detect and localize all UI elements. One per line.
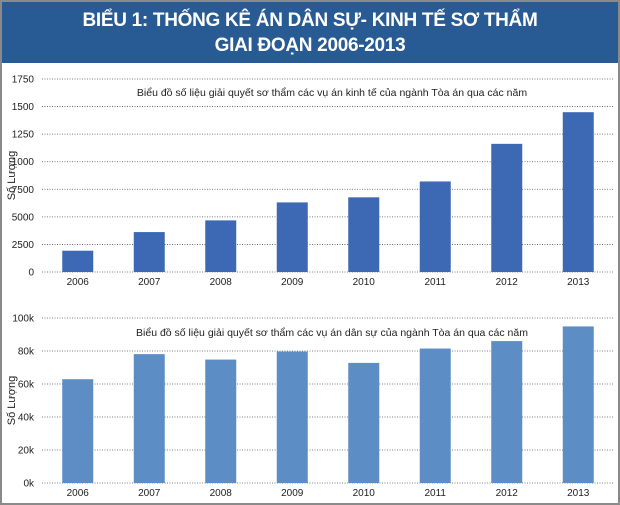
chart1-x-tick-label: 2007 [138, 277, 161, 288]
chart2-bar-2012 [491, 341, 523, 483]
chart1-subtitle: Biểu đồ số liệu giải quyết sơ thẩm các v… [137, 87, 527, 99]
title-line-1: BIỂU 1: THỐNG KÊ ÁN DÂN SỰ- KINH TẾ SƠ T… [82, 10, 538, 31]
chart2-x-tick-label: 2006 [67, 488, 90, 499]
chart2-bar-2006 [62, 379, 94, 483]
chart2-bar-2007 [133, 354, 165, 483]
chart2-bar-2009 [276, 351, 308, 483]
chart2-y-tick-label: 40k [18, 413, 35, 424]
chart2-y-tick-label: 0k [23, 479, 35, 490]
chart1-bar-2006 [62, 250, 94, 272]
chart1-x-tick-label: 2010 [353, 277, 376, 288]
chart1-y-tick-label: 0 [28, 268, 34, 279]
chart1-bar-2011 [419, 181, 451, 272]
chart1-x-tick-label: 2012 [496, 277, 519, 288]
chart2-y-tick-label: 100k [12, 314, 35, 325]
chart1-y-tick-label: 2500 [12, 240, 35, 251]
chart1-x-tick-label: 2013 [567, 277, 590, 288]
chart2-x-tick-label: 2010 [353, 488, 376, 499]
chart1-y-tick-label: 1000 [12, 157, 35, 168]
chart2-y-tick-label: 20k [18, 446, 35, 457]
chart1-x-tick-label: 2008 [210, 277, 233, 288]
chart2-x-tick-label: 2007 [138, 488, 161, 499]
chart1-bar-2009 [276, 202, 308, 272]
chart1-x-tick-label: 2006 [67, 277, 90, 288]
chart2-x-tick-label: 2012 [496, 488, 519, 499]
chart1-bar-2008 [205, 220, 237, 272]
chart2-bar-2008 [205, 359, 237, 483]
chart2-bar-2013 [562, 326, 594, 483]
chart2-subtitle: Biểu đồ số liệu giải quyết sơ thẩm các v… [136, 327, 528, 339]
chart1-y-axis-label: Số Lượng [6, 151, 18, 200]
chart1-bar-2013 [562, 112, 594, 272]
chart2-bar-2010 [348, 362, 380, 483]
chart1-y-tick-label: 1500 [12, 102, 35, 113]
chart1-y-tick-label: 1250 [12, 130, 35, 141]
chart2-y-axis-label: Số Lượng [6, 376, 18, 425]
chart2-x-tick-label: 2013 [567, 488, 590, 499]
chart1-bar-2012 [491, 143, 523, 272]
chart1-y-tick-label: 7500 [12, 185, 35, 196]
chart2-y-tick-label: 80k [18, 347, 35, 358]
chart1-y-tick-label: 1750 [12, 75, 35, 86]
chart2-y-tick-label: 60k [18, 380, 35, 391]
title-line-2: GIAI ĐOẠN 2006-2013 [214, 35, 406, 56]
chart1-bar-2010 [348, 197, 380, 272]
chart2-x-tick-label: 2008 [210, 488, 233, 499]
chart1-y-tick-label: 5000 [12, 212, 35, 223]
title-band: BIỂU 1: THỐNG KÊ ÁN DÂN SỰ- KINH TẾ SƠ T… [2, 2, 618, 63]
chart2-bar-2011 [419, 348, 451, 483]
chart2-x-tick-label: 2011 [424, 488, 446, 499]
chart1-bar-2007 [133, 232, 165, 272]
chart2-x-tick-label: 2009 [281, 488, 304, 499]
chart1-x-tick-label: 2011 [424, 277, 446, 288]
chart1-x-tick-label: 2009 [281, 277, 304, 288]
